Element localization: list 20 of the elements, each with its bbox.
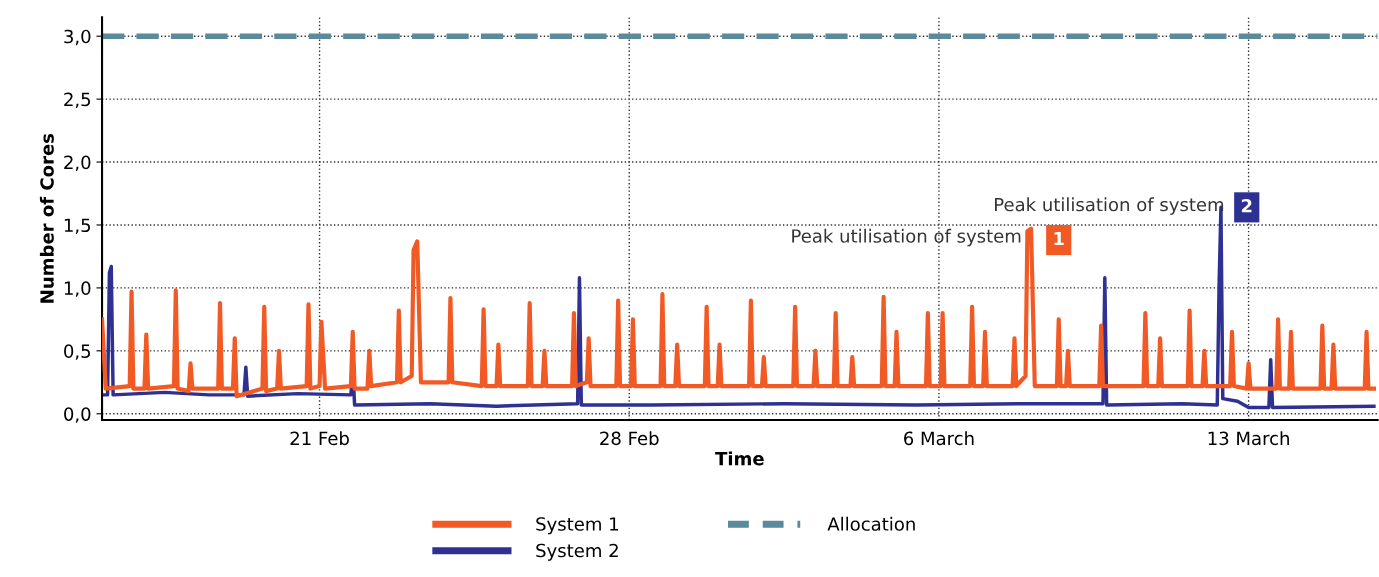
y-tick-label: 2,0	[64, 155, 91, 172]
legend-label: System 2	[536, 543, 618, 561]
x-tick-label: 28 Feb	[600, 431, 659, 446]
y-tick-label: 0,5	[64, 344, 91, 360]
y-tick-label: 2,5	[64, 92, 91, 109]
y-axis-title: Number of Cores	[39, 133, 54, 303]
y-tick-label: 3,0	[64, 29, 91, 46]
annotation: Peak utilisation of system	[792, 228, 1021, 247]
y-tick-label: 1,5	[64, 218, 91, 234]
x-tick-label: 21 Feb	[290, 431, 349, 446]
legend-label: System 1	[536, 517, 618, 535]
y-tick-label: 1,0	[64, 281, 91, 297]
x-tick-label: 13 March	[1208, 431, 1289, 446]
annotation: 1	[1054, 231, 1064, 246]
legend-label: Allocation	[827, 516, 915, 531]
y-tick-label: 0,0	[64, 407, 91, 423]
x-tick-label: 6 March	[904, 431, 974, 446]
annotation: 2	[1241, 198, 1252, 213]
annotation: Peak utilisation of system	[995, 197, 1224, 215]
x-axis-title: Time	[715, 451, 764, 466]
